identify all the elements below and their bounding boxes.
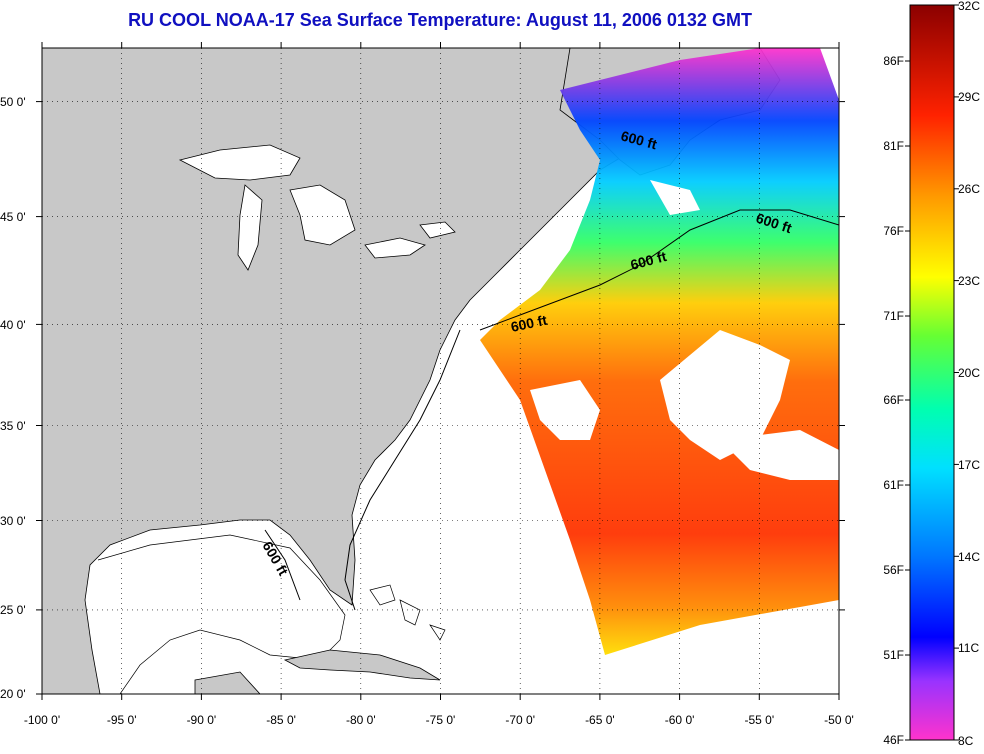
lat-axis <box>36 101 845 695</box>
land-north-america <box>42 48 761 694</box>
lon-tick-label: -60 0' <box>665 713 695 727</box>
great-lakes <box>178 144 456 271</box>
colorbar-gradient <box>909 4 955 741</box>
colorbar-fahrenheit-label: 76F <box>883 224 904 238</box>
lon-tick-label: -70 0' <box>505 713 535 727</box>
plot-area: 600 ft 600 ft 600 ft 600 ft 600 ft <box>42 48 839 694</box>
lon-tick-label: -95 0' <box>107 713 137 727</box>
colorbar-celsius-label: 17C <box>958 458 980 472</box>
sst-swath <box>480 48 839 655</box>
isobath-600ft <box>264 209 839 611</box>
lon-tick-label: -85 0' <box>266 713 296 727</box>
lon-tick-label: -90 0' <box>187 713 217 727</box>
colorbar-fahrenheit-label: 61F <box>883 478 904 492</box>
colorbar-celsius-label: 14C <box>958 550 980 564</box>
colorbar-fahrenheit-label: 71F <box>883 309 904 323</box>
lon-tick-label: -65 0' <box>585 713 615 727</box>
lat-tick-label: 35 0' <box>0 419 26 433</box>
lon-tick-label: -50 0' <box>824 713 854 727</box>
colorbar-fahrenheit-label: 56F <box>883 563 904 577</box>
lat-tick-label: 40 0' <box>0 318 26 332</box>
colorbar-celsius-label: 11C <box>958 641 979 655</box>
cuba <box>283 649 441 681</box>
colorbar-celsius-label: 23C <box>958 274 980 288</box>
lat-tick-labels: 50 0' 45 0' 40 0' 35 0' 30 0' 25 0' 20 0… <box>0 95 26 701</box>
colorbar-fahrenheit-label: 51F <box>883 648 904 662</box>
contour-label-4: 600 ft <box>509 312 548 335</box>
bahamas <box>369 584 446 641</box>
lat-tick-label: 30 0' <box>0 514 26 528</box>
colorbar-celsius-label: 29C <box>958 90 980 104</box>
lat-tick-label: 25 0' <box>0 603 26 617</box>
lon-tick-label: -100 0' <box>24 713 60 727</box>
lon-tick-label: -80 0' <box>346 713 376 727</box>
colorbar-fahrenheit-label: 86F <box>883 54 904 68</box>
colorbar-fahrenheit-label: 46F <box>883 733 904 747</box>
lat-tick-label: 45 0' <box>0 210 26 224</box>
colorbar-celsius-label: 20C <box>958 366 980 380</box>
lon-tick-label: -55 0' <box>744 713 774 727</box>
lat-tick-label: 50 0' <box>0 95 26 109</box>
yucatan <box>194 671 261 694</box>
colorbar-fahrenheit-label: 66F <box>883 393 904 407</box>
map-title: RU COOL NOAA-17 Sea Surface Temperature:… <box>128 10 752 30</box>
colorbar: 32C 29C 26C 23C 20C 17C 14C 11C 8C 86F 8… <box>883 0 980 748</box>
lon-tick-label: -75 0' <box>426 713 456 727</box>
lon-tick-labels: -100 0' -95 0' -90 0' -85 0' -80 0' -75 … <box>24 713 854 727</box>
colorbar-fahrenheit-label: 81F <box>883 139 904 153</box>
colorbar-celsius-label: 32C <box>958 0 980 13</box>
colorbar-celsius-label: 8C <box>958 734 974 748</box>
colorbar-celsius-label: 26C <box>958 182 980 196</box>
cloud-mask <box>530 180 839 480</box>
lon-axis <box>41 42 840 700</box>
lat-tick-label: 20 0' <box>0 687 26 701</box>
